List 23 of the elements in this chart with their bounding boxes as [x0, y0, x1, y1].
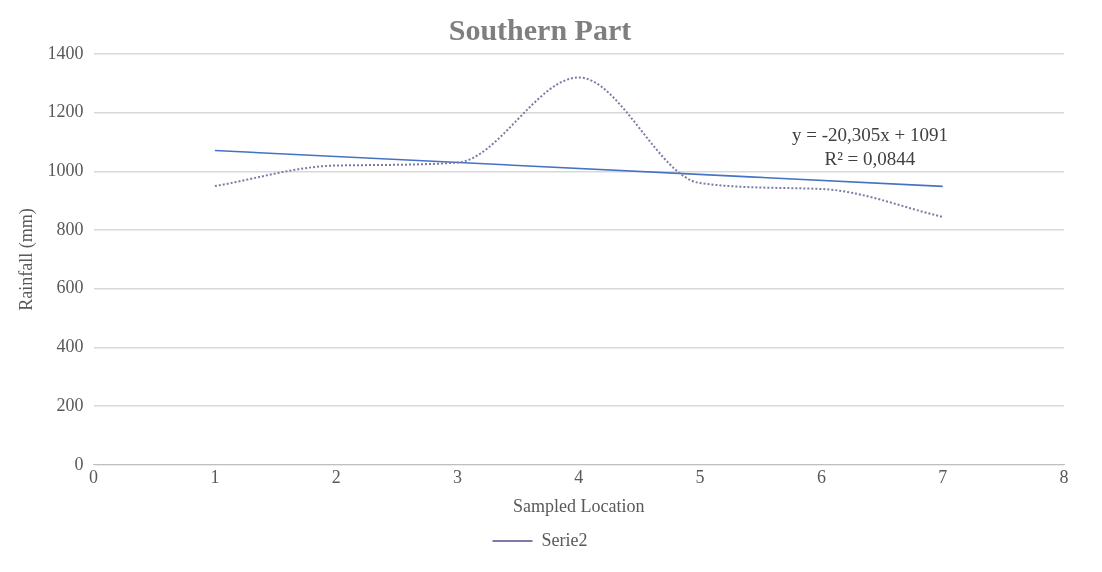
y-tick-label: 0 — [74, 453, 84, 474]
legend-label: Serie2 — [541, 529, 588, 550]
x-tick-label: 5 — [695, 467, 705, 488]
x-tick-label: 1 — [210, 467, 220, 488]
y-tick-label: 1000 — [47, 160, 84, 181]
x-tick-label: 4 — [574, 467, 584, 488]
y-tick-label: 200 — [56, 394, 84, 415]
x-tick-label: 3 — [453, 467, 462, 488]
chart-title: Southern Part — [448, 12, 632, 46]
x-tick-label: 7 — [938, 467, 948, 488]
x-axis-title: Sampled Location — [513, 495, 645, 516]
y-tick-label: 800 — [56, 218, 84, 239]
x-tick-label: 6 — [816, 467, 826, 488]
x-tick-label: 8 — [1059, 467, 1069, 488]
y-tick-label: 600 — [56, 277, 84, 298]
x-tick-label: 2 — [331, 467, 341, 488]
y-tick-label: 1200 — [47, 101, 84, 122]
y-tick-label: 400 — [56, 336, 84, 357]
x-tick-label: 0 — [89, 467, 99, 488]
y-tick-label: 1400 — [47, 42, 84, 63]
annotation: R² = 0,0844 — [824, 148, 916, 170]
y-axis-title: Rainfall (mm) — [15, 208, 37, 311]
annotation: y = -20,305x + 1091 — [791, 124, 948, 146]
